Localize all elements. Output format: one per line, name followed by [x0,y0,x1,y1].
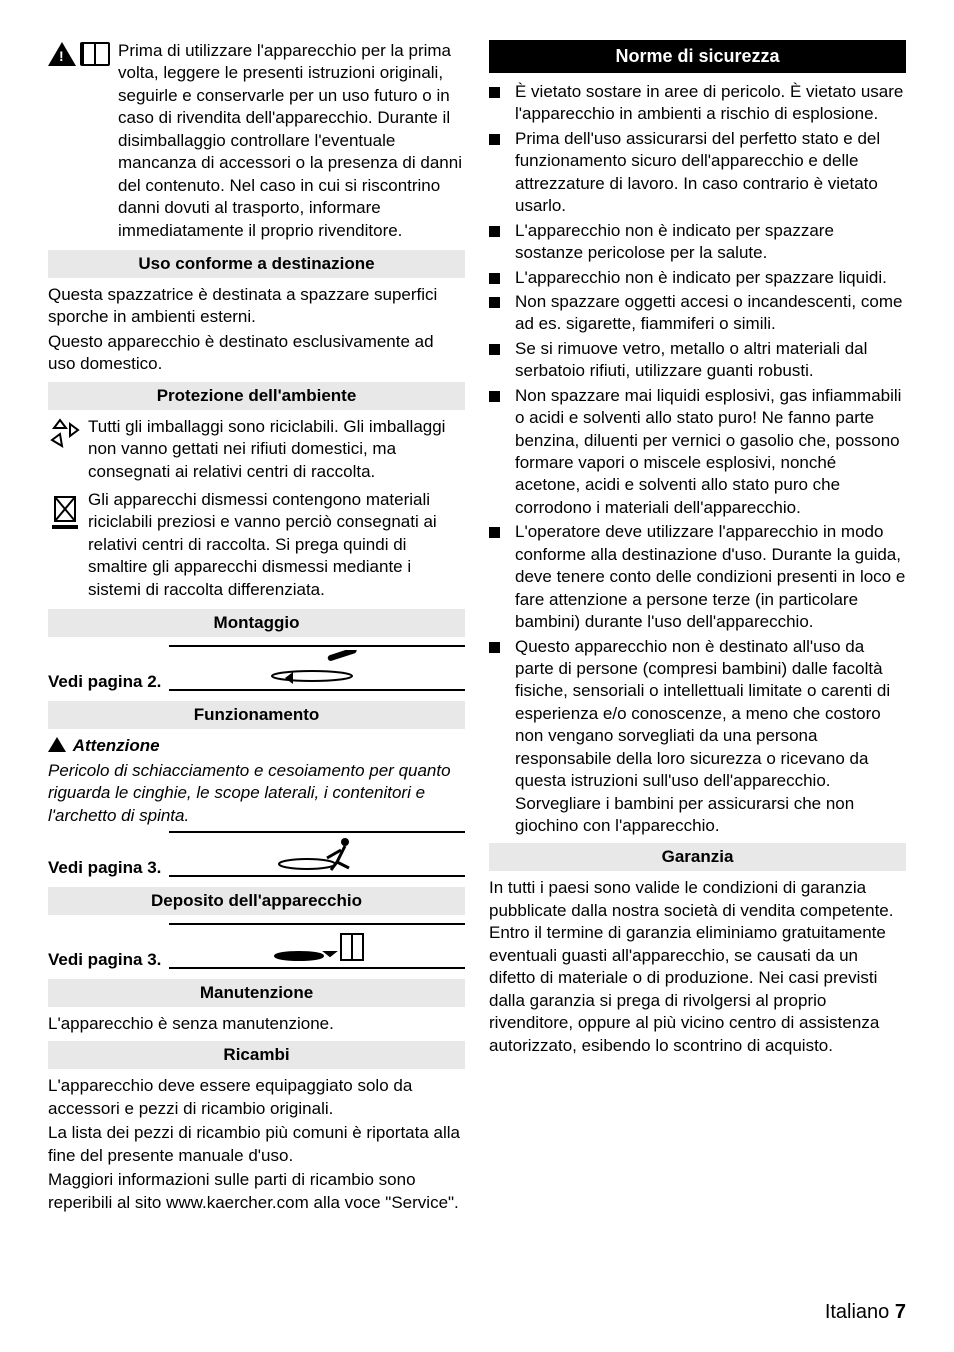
assembly-diagram-icon [169,645,465,691]
heading-montaggio: Montaggio [48,609,465,637]
heading-norme: Norme di sicurezza [489,40,906,73]
crossed-bin-icon [48,489,82,531]
vedi-pagina-3a: Vedi pagina 3. [48,857,161,879]
storage-diagram-icon [169,923,465,969]
heading-protezione: Protezione dell'ambiente [48,382,465,410]
garanzia-text: In tutti i paesi sono valide le condizio… [489,877,906,1057]
ricambi-p2: La lista dei pezzi di ricambio più comun… [48,1122,465,1167]
safety-item: Non spazzare oggetti accesi o incandesce… [489,291,906,336]
safety-item: Non spazzare mai liquidi esplosivi, gas … [489,385,906,520]
uso-p2: Questo apparecchio è destinato esclusiva… [48,331,465,376]
ricambi-p3: Maggiori informazioni sulle parti di ric… [48,1169,465,1214]
heading-manutenzione: Manutenzione [48,979,465,1007]
uso-p1: Questa spazzatrice è destinata a spazzar… [48,284,465,329]
attenzione-label: Attenzione [48,735,465,757]
heading-funzionamento: Funzionamento [48,701,465,729]
warning-icon [48,737,66,752]
manutenzione-text: L'apparecchio è senza manutenzione. [48,1013,465,1035]
ricambi-p1: L'apparecchio deve essere equipaggiato s… [48,1075,465,1120]
heading-deposito: Deposito dell'apparecchio [48,887,465,915]
heading-uso: Uso conforme a destinazione [48,250,465,278]
safety-item: Se si rimuove vetro, metallo o altri mat… [489,338,906,383]
operation-diagram-icon [169,831,465,877]
warning-and-manual-icon [48,42,110,66]
safety-item: Prima dell'uso assicurarsi del perfetto … [489,128,906,218]
page-footer: Italiano 7 [825,1301,906,1324]
footer-lang: Italiano [825,1301,890,1323]
heading-garanzia: Garanzia [489,843,906,871]
attenzione-text: Pericolo di schiacciamento e cesoiamento… [48,760,465,827]
footer-page: 7 [895,1301,906,1323]
safety-item: L'apparecchio non è indicato per spazzar… [489,220,906,265]
prot-p2: Gli apparecchi dismessi contengono mater… [88,489,465,601]
recycle-icon [48,416,82,450]
prot-p1: Tutti gli imballaggi sono riciclabili. G… [88,416,465,483]
safety-item: L'apparecchio non è indicato per spazzar… [489,267,906,289]
vedi-pagina-3b: Vedi pagina 3. [48,949,161,971]
safety-item: L'operatore deve utilizzare l'apparecchi… [489,521,906,633]
safety-item: Questo apparecchio non è destinato all'u… [489,636,906,838]
safety-item: È vietato sostare in aree di pericolo. È… [489,81,906,126]
heading-ricambi: Ricambi [48,1041,465,1069]
safety-list: È vietato sostare in aree di pericolo. È… [489,81,906,837]
intro-text: Prima di utilizzare l'apparecchio per la… [118,40,465,242]
vedi-pagina-2: Vedi pagina 2. [48,671,161,693]
